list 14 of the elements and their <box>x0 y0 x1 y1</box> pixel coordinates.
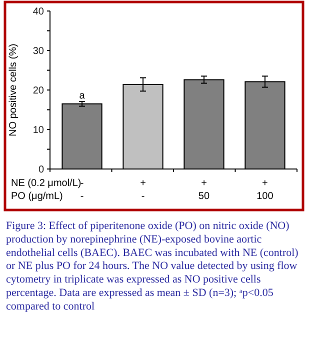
y-tick-label: 0 <box>38 164 44 176</box>
caption: Figure 3: Effect of piperitenone oxide (PO) on nitric oxide (NO) production by norepinephrine (NE)-exposed bovine aortic endothelial cells (BAEC). BAEC was incubated with NE (control) or NE plus PO for 24 hours. The NO value detected by using flow cytometry in triplicate was expressed as NO positive cells percentage. Data are expressed as mean ± SD (n=3); ᵃp<0.05 compared to control <box>6 220 299 312</box>
y-tick-label: 20 <box>32 86 44 96</box>
x-tick-label: + - <box>140 178 146 202</box>
text: NE (0.2 μmol/L) <box>11 178 82 189</box>
x-tick-label: - - <box>80 178 84 202</box>
y-tick-label: 30 <box>32 46 44 57</box>
y-axis-title: NO positive cells (%) <box>8 44 19 136</box>
text: PO (μg/mL) <box>11 191 63 202</box>
x-tick-label: + 100 <box>256 178 274 202</box>
annotation: a <box>79 90 86 102</box>
x-tick-label: + 50 <box>198 178 210 202</box>
y-tick-label: 40 <box>32 6 44 18</box>
y-tick-label: 10 <box>32 125 44 136</box>
